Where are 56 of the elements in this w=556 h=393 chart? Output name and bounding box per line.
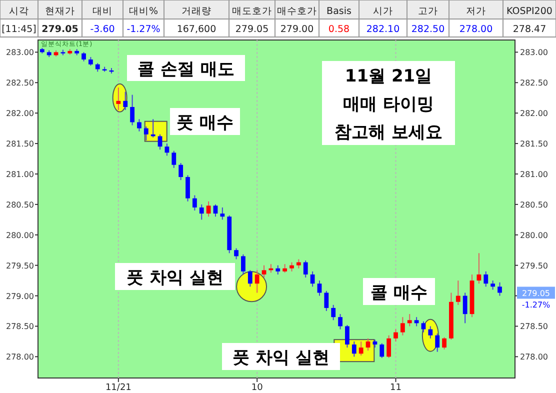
y-tick-label: 281.50 xyxy=(6,140,34,149)
y-tick-label: 282.50 xyxy=(6,78,34,88)
text: Basis xyxy=(326,6,352,17)
text: 거래량 xyxy=(182,6,212,17)
text: KOSPI200 xyxy=(506,6,552,17)
y-tick-label: 278.50 xyxy=(6,322,34,332)
x-tick-label: 11 xyxy=(390,383,402,393)
text: [11:45] xyxy=(2,24,36,35)
text: 현재가 xyxy=(45,6,75,17)
y2-tick-label: 278.00 xyxy=(520,352,548,362)
y-tick-label: 283.00 xyxy=(6,48,34,58)
text: 278.47 xyxy=(512,24,546,35)
text: -1.27% xyxy=(522,300,551,310)
x-tick-label: 10 xyxy=(251,383,264,393)
text: -3.60 xyxy=(90,24,115,35)
text: 0.58 xyxy=(328,24,350,35)
text: 고가 xyxy=(418,6,438,17)
text: 저가 xyxy=(466,6,486,17)
y-tick-label: 280.50 xyxy=(6,200,34,210)
text: 대비% xyxy=(128,6,158,17)
annotation: 풋 매수 xyxy=(176,113,234,133)
text: -1.27% xyxy=(126,24,160,35)
text: 매수호가 xyxy=(277,6,317,17)
text: 167,600 xyxy=(176,24,216,35)
text: 278.00 xyxy=(459,24,493,35)
text: 279.05 xyxy=(522,289,550,298)
y2-tick-label: 283.00 xyxy=(520,48,548,58)
text: 282.10 xyxy=(366,24,400,35)
text: 282.50 xyxy=(411,24,445,35)
text: 279.05 xyxy=(42,24,78,35)
y2-tick-label: 281.00 xyxy=(520,170,548,179)
text: 시가 xyxy=(373,6,393,17)
text: 매도호가 xyxy=(232,6,272,17)
annotation: 풋 차익 실현 xyxy=(126,268,224,288)
y-tick-label: 278.00 xyxy=(6,352,34,362)
y-tick-label: 280.00 xyxy=(6,230,34,240)
x-tick-label: 11/21 xyxy=(105,383,132,393)
y2-tick-label: 280.00 xyxy=(520,230,548,240)
text: 대비 xyxy=(92,6,112,17)
text: 279.05 xyxy=(235,24,269,35)
y-tick-label: 281.00 xyxy=(6,170,34,179)
y2-tick-label: 281.50 xyxy=(520,140,548,149)
text: 279.00 xyxy=(280,24,314,35)
annotation: 풋 차익 실현 xyxy=(232,348,330,368)
annotation: 11월 21일 매매 타이밍 참고해 보세요 xyxy=(334,66,442,142)
y-tick-label: 279.50 xyxy=(6,261,34,270)
y2-tick-label: 282.50 xyxy=(520,78,548,88)
y2-tick-label: 280.50 xyxy=(520,200,548,210)
y2-tick-label: 282.00 xyxy=(520,109,548,118)
y-tick-label: 279.00 xyxy=(6,292,34,301)
annotation: 콜 매수 xyxy=(370,283,428,303)
text: 시각 xyxy=(9,6,29,17)
y2-tick-label: 278.50 xyxy=(520,322,548,332)
y-tick-label: 282.00 xyxy=(6,109,34,118)
y2-tick-label: 279.50 xyxy=(520,261,548,270)
annotation: 콜 손절 매도 xyxy=(138,60,234,80)
